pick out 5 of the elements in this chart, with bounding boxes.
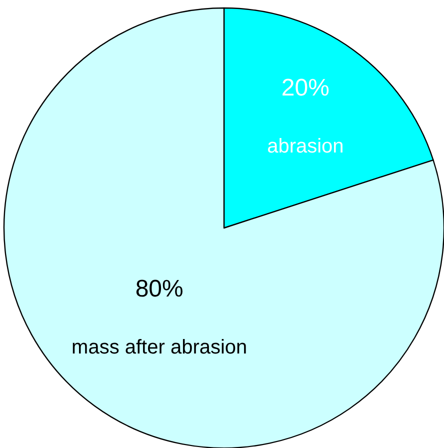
data-label: 80%: [135, 275, 184, 302]
pie-slice: [3, 7, 444, 448]
slice-label: abrasion: [267, 136, 344, 158]
slice-label: mass after abrasion: [72, 336, 248, 359]
data-label: 20%: [281, 74, 330, 102]
